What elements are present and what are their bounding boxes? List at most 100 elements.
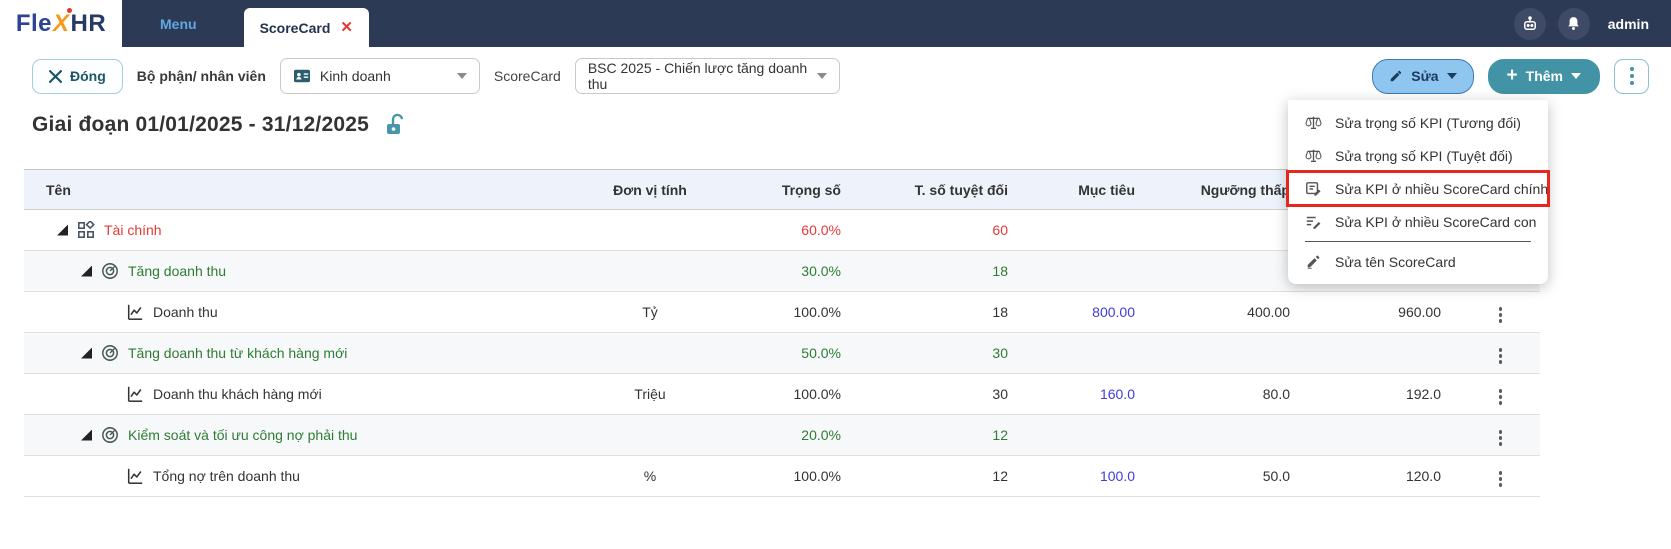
- col-weight[interactable]: Trọng số: [740, 169, 861, 210]
- row-abs-weight: 12: [861, 414, 1028, 456]
- row-target: [1028, 332, 1155, 374]
- bot-icon[interactable]: [1513, 7, 1546, 40]
- row-unit: [560, 250, 740, 292]
- menu-item-label: Sửa trọng số KPI (Tuyệt đối): [1335, 147, 1513, 164]
- menu-item-edit-kpi-weight-relative[interactable]: Sửa trọng số KPI (Tương đối): [1288, 106, 1548, 139]
- row-target[interactable]: 100.0: [1028, 455, 1155, 497]
- more-options-button[interactable]: [1614, 58, 1649, 94]
- row-menu-button[interactable]: [1495, 385, 1507, 409]
- row-low: [1155, 209, 1310, 251]
- menu-item-edit-kpi-main-scorecards[interactable]: Sửa KPI ở nhiều ScoreCard chính: [1286, 170, 1550, 207]
- table-row-objective[interactable]: Tăng doanh thu từ khách hàng mới 50.0% 3…: [24, 332, 1540, 374]
- row-abs-weight: 18: [861, 250, 1028, 292]
- row-name: Kiểm soát và tối ưu công nợ phải thu: [128, 427, 358, 443]
- table-row-kpi[interactable]: Doanh thu khách hàng mới Triệu 100.0% 30…: [24, 373, 1540, 415]
- notifications-bell-icon[interactable]: [1557, 7, 1590, 40]
- scorecard-select[interactable]: BSC 2025 - Chiến lược tăng doanh thu: [574, 58, 840, 94]
- topbar-right: admin: [1513, 0, 1671, 47]
- row-high: [1310, 332, 1461, 374]
- row-name: Doanh thu khách hàng mới: [153, 386, 322, 402]
- chevron-down-icon: [1446, 73, 1457, 79]
- tab-scorecard[interactable]: ScoreCard ✕: [243, 8, 369, 47]
- row-abs-weight: 30: [861, 373, 1028, 415]
- row-weight: 50.0%: [740, 332, 861, 374]
- close-button[interactable]: Đóng: [32, 58, 123, 94]
- table-row-kpi[interactable]: Tổng nợ trên doanh thu % 100.0% 12 100.0…: [24, 455, 1540, 497]
- add-button[interactable]: + Thêm: [1487, 58, 1600, 94]
- chevron-down-icon: [1571, 73, 1581, 79]
- menu-item-label: Sửa trọng số KPI (Tương đối): [1335, 114, 1521, 131]
- row-menu-button[interactable]: [1495, 426, 1507, 450]
- menu-item-label: Sửa KPI ở nhiều ScoreCard con: [1335, 213, 1537, 230]
- menu-item-edit-kpi-weight-absolute[interactable]: Sửa trọng số KPI (Tuyệt đối): [1288, 139, 1548, 172]
- row-unit: [560, 414, 740, 456]
- col-unit[interactable]: Đơn vị tính: [560, 169, 740, 210]
- menu-item-label: Sửa tên ScoreCard: [1335, 253, 1456, 270]
- objective-target-icon: [100, 262, 120, 280]
- row-unit: [560, 209, 740, 251]
- row-high: 120.0: [1310, 455, 1461, 497]
- row-name: Doanh thu: [153, 304, 218, 320]
- row-abs-weight: 12: [861, 455, 1028, 497]
- scorecard-table: Tên Đơn vị tính Trọng số T. số tuyệt đối…: [24, 169, 1540, 497]
- col-low-threshold[interactable]: Ngưỡng thấp: [1155, 169, 1310, 210]
- row-abs-weight: 30: [861, 332, 1028, 374]
- row-name: Tăng doanh thu: [128, 263, 227, 279]
- table-row-objective[interactable]: Kiểm soát và tối ưu công nợ phải thu 20.…: [24, 414, 1540, 456]
- menu-item-rename-scorecard[interactable]: Sửa tên ScoreCard: [1288, 245, 1548, 278]
- objective-target-icon: [100, 344, 120, 362]
- row-target: [1028, 414, 1155, 456]
- lock-open-icon[interactable]: [385, 113, 407, 137]
- table-row-kpi[interactable]: Doanh thu Tỷ 100.0% 18 800.00 400.00 960…: [24, 291, 1540, 333]
- row-name: Tài chính: [104, 222, 162, 238]
- close-x-icon: [49, 69, 62, 83]
- table-row-objective[interactable]: Tăng doanh thu 30.0% 18: [24, 250, 1540, 292]
- col-target[interactable]: Mục tiêu: [1028, 169, 1155, 210]
- menu-button[interactable]: Menu: [160, 15, 197, 32]
- row-weight: 100.0%: [740, 373, 861, 415]
- app-logo[interactable]: FleXHR: [0, 0, 122, 47]
- badge-icon: [293, 69, 310, 83]
- col-name[interactable]: Tên: [24, 169, 560, 210]
- row-low: 80.0: [1155, 373, 1310, 415]
- logo-text-fle: Fle: [15, 9, 52, 37]
- collapse-triangle-icon[interactable]: [81, 429, 92, 441]
- row-menu-button[interactable]: [1495, 344, 1507, 368]
- row-low: [1155, 250, 1310, 292]
- collapse-triangle-icon[interactable]: [57, 224, 68, 236]
- col-abs-weight[interactable]: T. số tuyệt đối: [861, 169, 1028, 210]
- row-low: [1155, 332, 1310, 374]
- department-select[interactable]: Kinh doanh: [279, 58, 480, 94]
- close-button-label: Đóng: [70, 68, 106, 84]
- objective-target-icon: [100, 426, 120, 444]
- kpi-chart-icon: [125, 385, 145, 403]
- table-header-row: Tên Đơn vị tính Trọng số T. số tuyệt đối…: [24, 169, 1540, 210]
- collapse-triangle-icon[interactable]: [81, 265, 92, 277]
- current-user[interactable]: admin: [1607, 15, 1649, 32]
- row-unit: Tỷ: [560, 291, 740, 333]
- row-weight: 100.0%: [740, 455, 861, 497]
- row-unit: [560, 332, 740, 374]
- row-low: 400.00: [1155, 291, 1310, 333]
- row-low: [1155, 414, 1310, 456]
- edit-button[interactable]: Sửa: [1372, 58, 1474, 94]
- scale-icon: [1304, 115, 1322, 130]
- tab-close-icon[interactable]: ✕: [340, 19, 353, 36]
- logo-text-x: X: [53, 9, 70, 37]
- row-unit: Triệu: [560, 373, 740, 415]
- toolbar: Đóng Bộ phận/ nhân viên Kinh doanh Score…: [0, 47, 1671, 105]
- collapse-triangle-icon[interactable]: [81, 347, 92, 359]
- pencil-icon: [1304, 254, 1322, 269]
- edit-dropdown-menu: Sửa trọng số KPI (Tương đối) Sửa trọng s…: [1286, 100, 1550, 284]
- row-menu-button[interactable]: [1495, 303, 1507, 327]
- row-menu-button[interactable]: [1495, 467, 1507, 491]
- row-target[interactable]: 160.0: [1028, 373, 1155, 415]
- perspective-icon: [76, 221, 96, 239]
- period-heading-row: Giai đoạn 01/01/2025 - 31/12/2025: [32, 113, 1639, 137]
- row-target[interactable]: 800.00: [1028, 291, 1155, 333]
- scale-icon: [1304, 148, 1322, 163]
- period-heading: Giai đoạn 01/01/2025 - 31/12/2025: [32, 113, 369, 136]
- menu-item-edit-kpi-sub-scorecards[interactable]: Sửa KPI ở nhiều ScoreCard con: [1288, 205, 1548, 238]
- row-target: [1028, 250, 1155, 292]
- row-name: Tổng nợ trên doanh thu: [153, 468, 300, 484]
